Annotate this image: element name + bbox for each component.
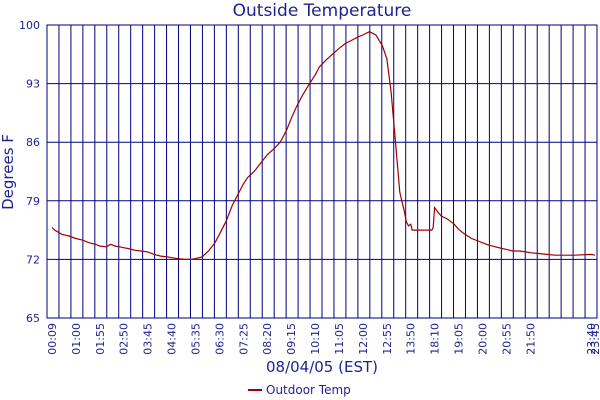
- x-tick-label: 03:45: [142, 323, 155, 355]
- x-tick-label: 06:30: [213, 323, 226, 355]
- x-tick-label: 12:00: [357, 323, 370, 355]
- x-tick-label: 23:40: [585, 323, 598, 355]
- x-tick-label: 19:05: [453, 323, 466, 355]
- x-tick-label: 01:55: [94, 323, 107, 355]
- y-tick-label: 65: [26, 312, 40, 325]
- series-layer: [51, 31, 596, 260]
- grid-lines: [46, 24, 597, 319]
- x-tick-label: 20:55: [500, 323, 513, 355]
- x-tick-label: 02:50: [118, 323, 131, 355]
- y-axis-title: Degrees F: [0, 134, 17, 210]
- y-tick-label: 100: [19, 19, 40, 32]
- x-tick-label: 21:50: [524, 323, 537, 355]
- y-tick-label: 93: [26, 78, 40, 91]
- x-tick-label: 01:00: [70, 323, 83, 355]
- x-tick-label: 12:55: [381, 323, 394, 355]
- x-tick-label: 11:05: [333, 323, 346, 355]
- x-axis-ticks: 00:09 01:00 01:55 02:50 03:45 04:40 05:35 06:30…: [46, 323, 600, 355]
- x-axis-title: 08/04/05 (EST): [266, 358, 378, 376]
- x-tick-label: 08:20: [261, 323, 274, 355]
- x-tick-label: 07:25: [237, 323, 250, 355]
- x-tick-label: 18:10: [429, 323, 442, 355]
- y-tick-label: 86: [26, 136, 40, 149]
- x-tick-label: 05:35: [189, 323, 202, 355]
- legend-label: Outdoor Temp: [266, 383, 351, 397]
- x-tick-label: 00:09: [46, 323, 59, 355]
- y-axis-ticks: 65 72 79 86 93 100: [19, 19, 40, 325]
- x-tick-label: 20:00: [476, 323, 489, 355]
- x-tick-label: 09:15: [285, 323, 298, 355]
- y-tick-label: 79: [26, 195, 40, 208]
- plot-frame: [46, 24, 598, 319]
- x-tick-label: 13:50: [405, 323, 418, 355]
- x-tick-label: 23:45: [589, 323, 600, 355]
- chart-title: Outside Temperature: [233, 1, 412, 21]
- x-tick-label: 04:40: [166, 323, 179, 355]
- y-tick-label: 72: [26, 253, 40, 266]
- legend: Outdoor Temp: [248, 383, 351, 397]
- series-line-outdoor-temp: [51, 31, 596, 260]
- x-tick-label: 10:10: [309, 323, 322, 355]
